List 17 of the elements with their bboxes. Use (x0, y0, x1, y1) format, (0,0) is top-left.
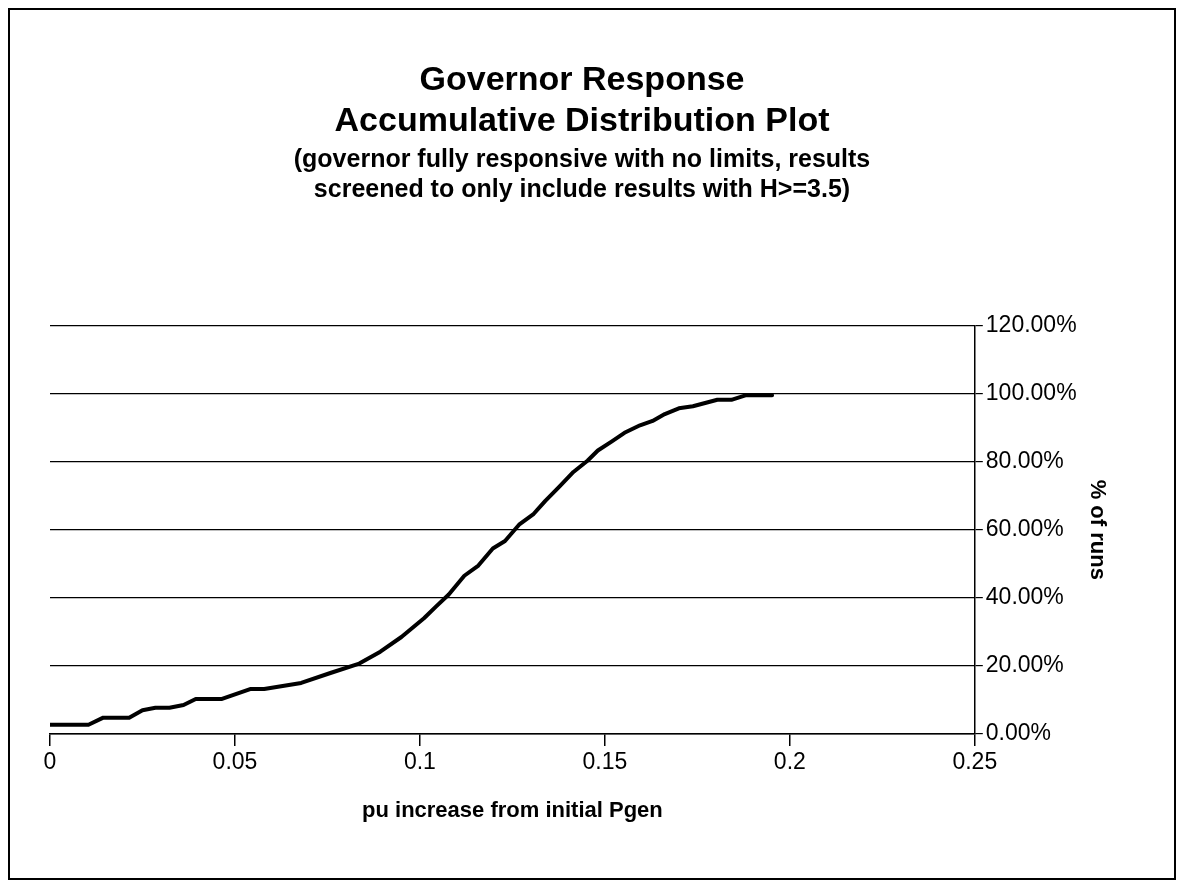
chart-subtitle: (governor fully responsive with no limits, results screened to only include results with H>=3.5) (293, 144, 871, 203)
y-tick-label: 100.00% (985, 379, 1077, 406)
x-tick-label: 0.1 (403, 748, 436, 775)
y-tick-label: 120.00% (985, 310, 1077, 337)
x-axis-title: pu increase from initial Pgen (362, 796, 663, 822)
y-tick-label: 20.00% (985, 651, 1064, 678)
y-tick-label: 80.00% (985, 447, 1064, 474)
y-tick-label: 60.00% (985, 515, 1064, 542)
x-tick-label: 0.2 (773, 748, 806, 775)
x-tick-label: 0.25 (952, 748, 998, 775)
y-tick-label: 40.00% (985, 583, 1064, 610)
y-axis-title: % of runs (1085, 479, 1111, 580)
x-tick-label: 0.05 (212, 748, 258, 775)
y-tick-label: 0.00% (985, 719, 1052, 746)
x-tick-label: 0.15 (582, 748, 628, 775)
x-tick-label: 0 (43, 748, 57, 775)
chart-title: Governor Response Accumulative Distribution Plot (334, 58, 830, 138)
